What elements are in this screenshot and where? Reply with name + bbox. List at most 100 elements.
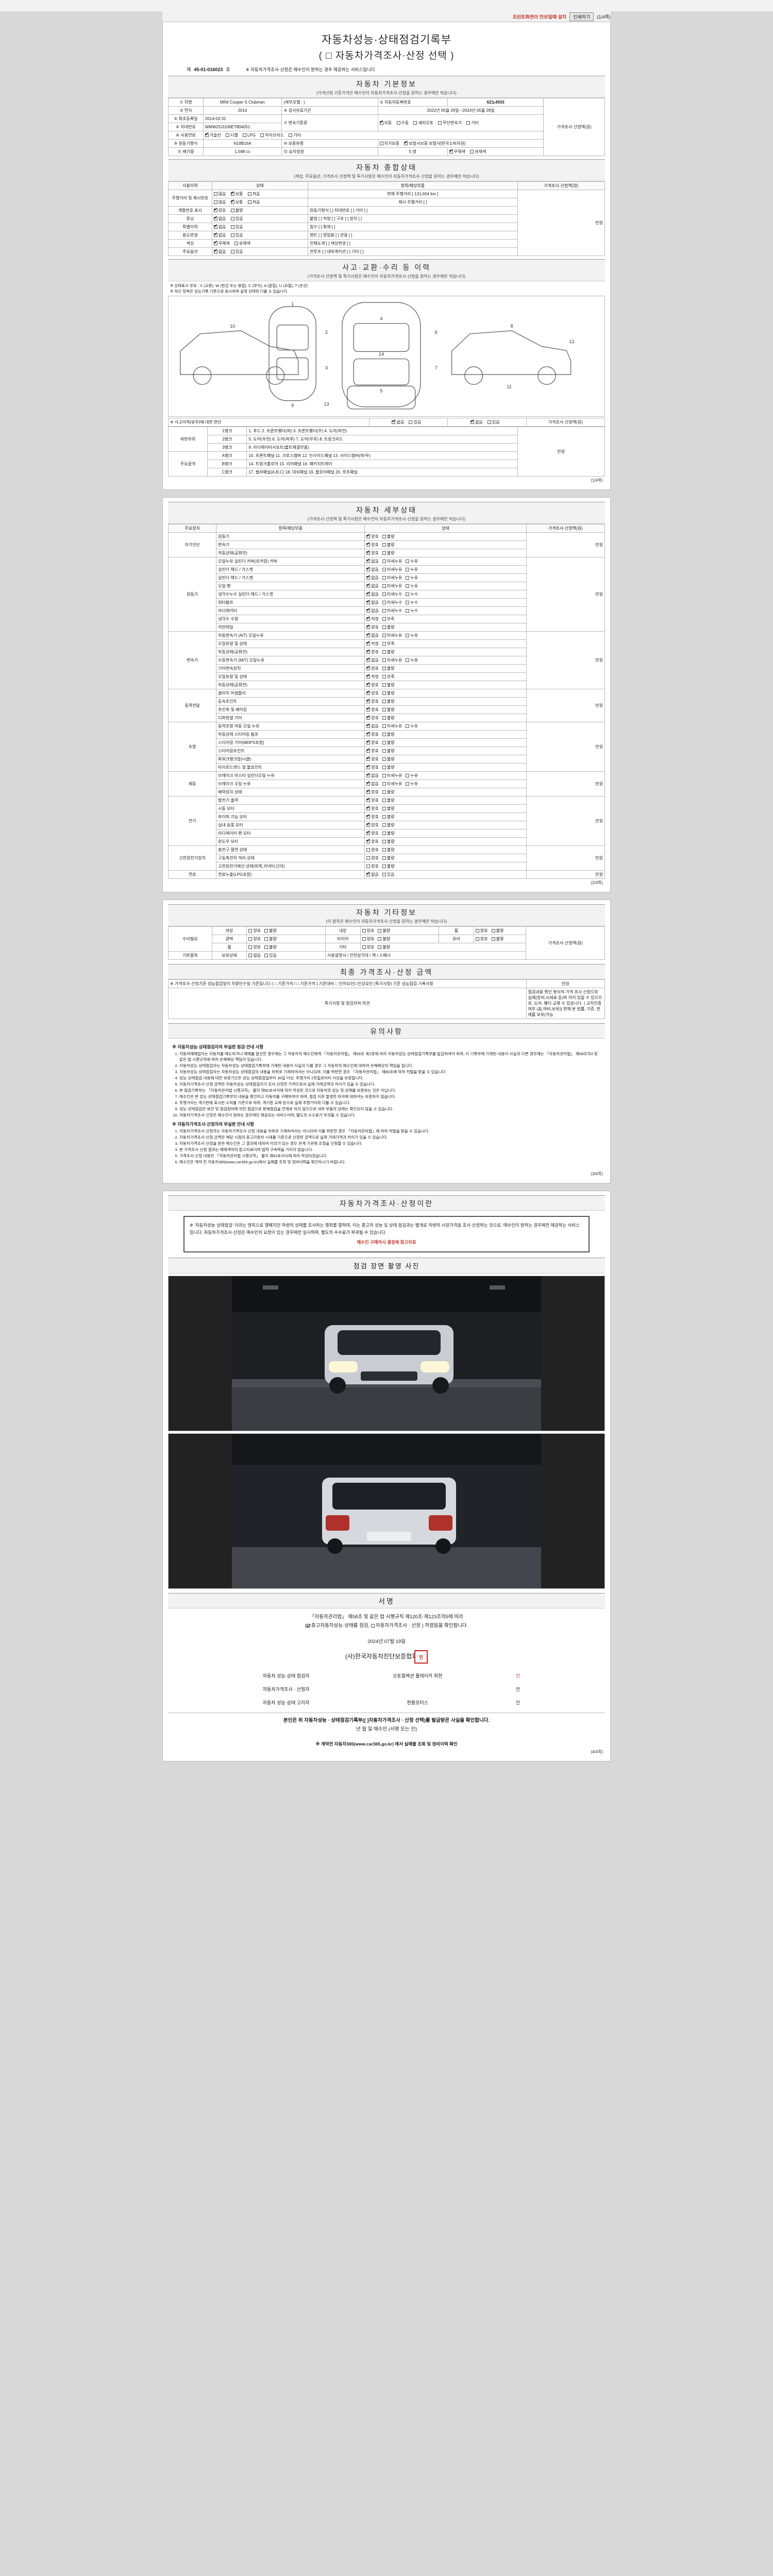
opt-none[interactable]: 없음 xyxy=(213,248,226,255)
opt-미세누유[interactable]: 미세누유 xyxy=(382,773,402,778)
opt-누유[interactable]: 누유 xyxy=(406,633,418,638)
opt-many[interactable]: 많음 xyxy=(213,199,226,205)
transmission-option-manual[interactable]: 수동 xyxy=(396,120,409,126)
opt-yes[interactable]: 있음 xyxy=(230,216,243,222)
opt-불량[interactable]: 불량 xyxy=(382,707,395,713)
opt-적정[interactable]: 적정 xyxy=(366,673,379,680)
opt-good[interactable]: 양호 xyxy=(213,207,226,213)
opt-불량[interactable]: 불량 xyxy=(382,666,395,671)
opt-yes[interactable]: 있음 xyxy=(230,224,243,230)
opt-불량[interactable]: 불량 xyxy=(382,765,395,770)
opt-bad[interactable]: 불량 xyxy=(264,944,277,950)
opt-good[interactable]: 양호 xyxy=(475,928,488,934)
opt-없음[interactable]: 없음 xyxy=(366,574,379,581)
opt-미세누유[interactable]: 미세누유 xyxy=(382,723,402,729)
opt-불량[interactable]: 불량 xyxy=(382,847,395,853)
opt-누수[interactable]: 누수 xyxy=(406,600,418,605)
opt-부족[interactable]: 부족 xyxy=(382,616,395,622)
opt-good[interactable]: 양호 xyxy=(248,928,261,934)
opt-누유[interactable]: 누유 xyxy=(406,567,418,572)
fuel-option-hybrid[interactable]: 하이브리드 xyxy=(260,132,284,138)
opt-없음[interactable]: 없음 xyxy=(366,780,379,787)
opt-불량[interactable]: 불량 xyxy=(382,740,395,745)
opt-없음[interactable]: 없음 xyxy=(366,871,379,877)
opt-부족[interactable]: 부족 xyxy=(382,674,395,680)
opt-없음[interactable]: 없음 xyxy=(366,599,379,605)
opt-없음[interactable]: 없음 xyxy=(366,590,379,597)
opt-bad[interactable]: 불량 xyxy=(378,936,390,942)
opt-bad[interactable]: 불량 xyxy=(378,928,390,934)
opt-normal[interactable]: 보통 xyxy=(230,190,243,197)
opt-양호[interactable]: 양호 xyxy=(366,549,379,556)
opt-불량[interactable]: 불량 xyxy=(382,550,395,556)
opt-적정[interactable]: 적정 xyxy=(366,640,379,647)
checkbox-performance[interactable] xyxy=(306,1622,310,1630)
opt-불량[interactable]: 불량 xyxy=(382,789,395,795)
opt-누유[interactable]: 누유 xyxy=(406,657,418,663)
transmission-option-semiauto[interactable]: 세미오토 xyxy=(413,120,433,126)
transmission-option-cvt[interactable]: 무단변속기 xyxy=(438,120,462,126)
opt-적정[interactable]: 적정 xyxy=(366,615,379,622)
opt-불량[interactable]: 불량 xyxy=(382,855,395,861)
opt-누유[interactable]: 누유 xyxy=(406,558,418,564)
opt-불량[interactable]: 불량 xyxy=(382,839,395,844)
opt-none[interactable]: 없음 xyxy=(248,953,261,958)
opt-불량[interactable]: 불량 xyxy=(382,831,395,836)
opt-bad[interactable]: 불량 xyxy=(491,936,503,942)
opt-불량[interactable]: 불량 xyxy=(382,748,395,754)
opt-불량[interactable]: 불량 xyxy=(382,690,395,696)
opt-불량[interactable]: 불량 xyxy=(382,649,395,655)
opt-yes[interactable]: 있음 xyxy=(409,419,421,425)
opt-bad[interactable]: 불량 xyxy=(264,928,277,934)
opt-미세누수[interactable]: 미세누수 xyxy=(382,600,402,605)
opt-양호[interactable]: 양호 xyxy=(366,747,379,754)
opt-none[interactable]: 없음 xyxy=(213,215,226,222)
opt-chromatic[interactable]: 유채색 xyxy=(234,241,250,246)
opt-yes[interactable]: 있음 xyxy=(264,953,277,958)
opt-good[interactable]: 양호 xyxy=(475,936,488,942)
opt-good[interactable]: 양호 xyxy=(248,936,261,942)
fuel-option-gasoline[interactable]: 가솔린 xyxy=(205,131,221,138)
opt-양호[interactable]: 양호 xyxy=(366,533,379,539)
opt-yes[interactable]: 있음 xyxy=(230,232,243,238)
opt-양호[interactable]: 양호 xyxy=(366,714,379,721)
opt-미세누유[interactable]: 미세누유 xyxy=(382,781,402,787)
opt-양호[interactable]: 양호 xyxy=(366,838,379,844)
opt-few[interactable]: 적음 xyxy=(247,199,260,205)
opt-bad[interactable]: 불량 xyxy=(378,944,390,950)
opt-yes[interactable]: 있음 xyxy=(487,419,500,425)
opt-양호[interactable]: 양호 xyxy=(366,731,379,737)
opt-none[interactable]: 없음 xyxy=(213,223,226,230)
install-notice-link[interactable]: 프린트화면이 안보일때 설치 xyxy=(512,14,567,20)
opt-누수[interactable]: 누수 xyxy=(406,608,418,614)
fuel-option-diesel[interactable]: 디젤 xyxy=(226,132,238,138)
opt-bad[interactable]: 불량 xyxy=(264,936,277,942)
opt-many[interactable]: 많음 xyxy=(213,191,226,197)
opt-불량[interactable]: 불량 xyxy=(382,699,395,704)
opt-양호[interactable]: 양호 xyxy=(366,813,379,820)
opt-없음[interactable]: 없음 xyxy=(366,566,379,572)
opt-불량[interactable]: 불량 xyxy=(382,624,395,630)
opt-양호[interactable]: 양호 xyxy=(366,855,379,861)
opt-없음[interactable]: 없음 xyxy=(366,582,379,589)
warranty-option-self[interactable]: 자가보증 xyxy=(379,141,399,146)
opt-good[interactable]: 양호 xyxy=(248,944,261,950)
opt-누유[interactable]: 누유 xyxy=(406,583,418,589)
opt-none[interactable]: 없음 xyxy=(470,418,483,425)
opt-good[interactable]: 양호 xyxy=(362,936,374,942)
opt-누유[interactable]: 누유 xyxy=(406,723,418,729)
opt-양호[interactable]: 양호 xyxy=(366,863,379,869)
opt-있음[interactable]: 있음 xyxy=(382,872,395,877)
opt-양호[interactable]: 양호 xyxy=(366,796,379,803)
opt-없음[interactable]: 없음 xyxy=(366,607,379,614)
transmission-option-auto[interactable]: 자동 xyxy=(379,119,392,126)
opt-불량[interactable]: 불량 xyxy=(382,542,395,548)
opt-미세누유[interactable]: 미세누유 xyxy=(382,575,402,581)
opt-없음[interactable]: 없음 xyxy=(366,722,379,729)
opt-none[interactable]: 없음 xyxy=(392,418,404,425)
opt-양호[interactable]: 양호 xyxy=(366,689,379,696)
opt-없음[interactable]: 없음 xyxy=(366,632,379,638)
opt-양호[interactable]: 양호 xyxy=(366,788,379,795)
opt-불량[interactable]: 불량 xyxy=(382,798,395,803)
opt-누유[interactable]: 누유 xyxy=(406,781,418,787)
